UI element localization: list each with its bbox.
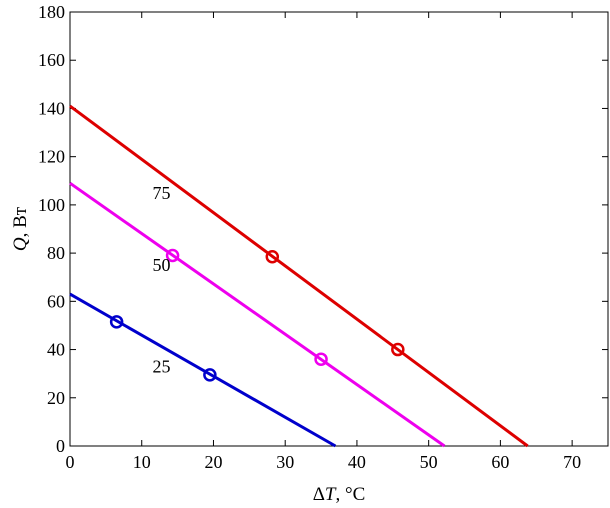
data-point xyxy=(265,249,280,264)
data-point xyxy=(165,248,180,263)
series-label-25: 25 xyxy=(152,356,170,376)
y-tick-label: 40 xyxy=(47,340,65,360)
y-tick-label: 0 xyxy=(56,436,65,456)
x-tick-label: 10 xyxy=(133,452,151,472)
y-tick-label: 80 xyxy=(47,243,65,263)
x-tick-label: 30 xyxy=(276,452,294,472)
series-25 xyxy=(69,292,337,448)
y-tick-label: 60 xyxy=(47,291,65,311)
y-tick-label: 100 xyxy=(38,195,65,215)
x-tick-label: 0 xyxy=(66,452,75,472)
series-50 xyxy=(69,181,446,448)
y-tick-label: 140 xyxy=(38,98,65,118)
series-label-75: 75 xyxy=(152,183,170,203)
x-tick-label: 40 xyxy=(348,452,366,472)
x-tick-label: 50 xyxy=(420,452,438,472)
series-lines xyxy=(69,104,529,448)
series-line xyxy=(69,292,337,448)
series-75 xyxy=(69,104,529,448)
x-axis-title: ΔT, °C xyxy=(313,484,366,505)
data-point xyxy=(391,342,405,357)
y-axis-title: Q, Вт xyxy=(10,206,31,251)
axis-ticks: 0 10 20 30 40 50 60 70 0 20 40 60 80 100 120 140 160 180 xyxy=(38,2,608,472)
y-tick-label: 160 xyxy=(38,50,65,70)
series-labels: 25 50 75 xyxy=(152,183,170,377)
x-tick-label: 70 xyxy=(563,452,581,472)
y-tick-label: 180 xyxy=(38,2,65,22)
y-tick-label: 20 xyxy=(47,388,65,408)
x-tick-label: 60 xyxy=(491,452,509,472)
x-tick-label: 20 xyxy=(204,452,222,472)
series-line xyxy=(69,104,529,448)
y-tick-label: 120 xyxy=(38,147,65,167)
axis-titles: ΔT, °C Q, Вт xyxy=(10,206,365,505)
series-label-50: 50 xyxy=(152,255,170,275)
data-point xyxy=(203,368,217,382)
series-line xyxy=(69,181,446,448)
data-point xyxy=(109,315,124,329)
data-point xyxy=(314,352,328,366)
plot-area xyxy=(69,11,609,447)
